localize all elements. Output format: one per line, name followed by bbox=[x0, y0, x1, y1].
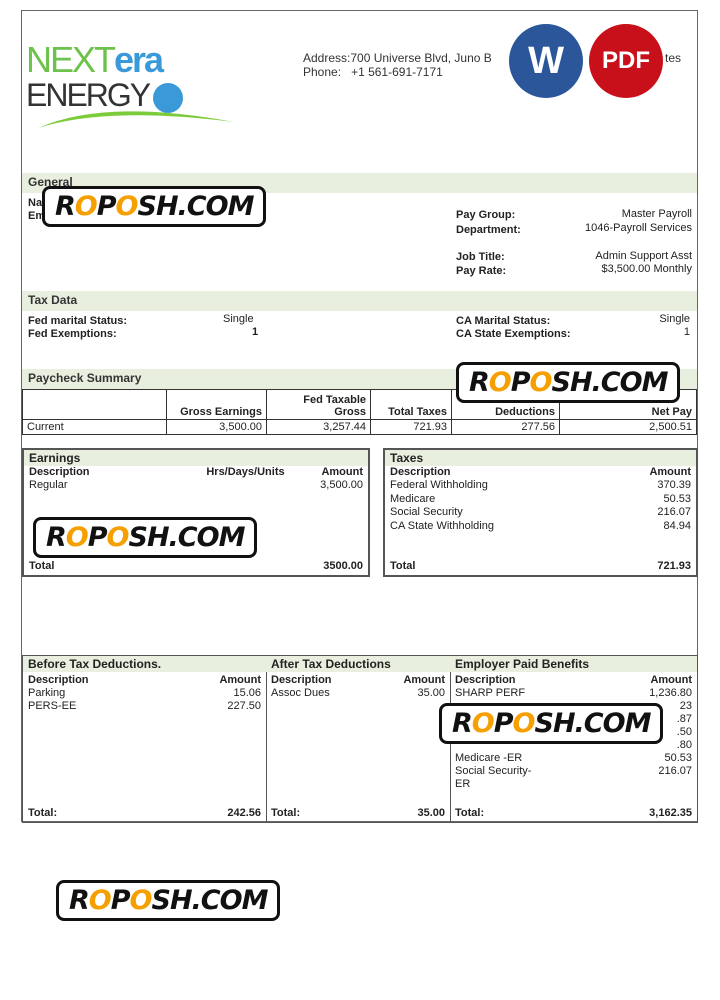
tax-data-section-header: Tax Data bbox=[22, 291, 697, 311]
watermark: ROPOSH.COM bbox=[439, 703, 664, 744]
list-item: Medicare -ER 50.53 bbox=[455, 752, 692, 764]
watermark: ROPOSH.COM bbox=[33, 517, 258, 558]
pdf-download-button[interactable]: PDF bbox=[589, 24, 663, 98]
word-download-button[interactable]: W bbox=[509, 24, 583, 98]
list-item: .80 bbox=[676, 739, 692, 751]
company-phone: Phone: +1 561-691-7171 bbox=[303, 65, 443, 79]
list-item: Social Security-ER 216.07 bbox=[455, 765, 692, 790]
before-tax-column: Before Tax Deductions. Description Amount P… bbox=[23, 656, 266, 822]
taxes-box: Taxes Description Amount Federal Withhold… bbox=[383, 448, 698, 577]
list-item: .50 bbox=[676, 726, 692, 738]
list-item: CA State Withholding 84.94 bbox=[390, 519, 691, 532]
paystub-page bbox=[21, 10, 698, 822]
watermark: ROPOSH.COM bbox=[456, 362, 681, 403]
company-address: Address:700 Universe Blvd, Juno B bbox=[303, 51, 492, 65]
list-item: Assoc Dues 35.00 bbox=[271, 687, 445, 699]
list-item: Medicare 50.53 bbox=[390, 492, 691, 505]
list-item: Parking 15.06 bbox=[28, 687, 261, 699]
list-item: Social Security 216.07 bbox=[390, 506, 691, 518]
list-item: SHARP PERF 1,236.80 bbox=[455, 687, 692, 699]
after-tax-column: After Tax Deductions Description Amount Ass… bbox=[266, 656, 450, 822]
list-item: Regular 3,500.00 bbox=[29, 479, 363, 491]
watermark: ROPOSH.COM bbox=[56, 880, 281, 921]
employer-column: Employer Paid Benefits Description Amount S… bbox=[450, 656, 697, 822]
list-item: Federal Withholding 370.39 bbox=[390, 479, 691, 491]
company-logo: NEXTera ENERGY bbox=[26, 42, 236, 142]
list-item: 23 bbox=[679, 700, 692, 712]
earnings-box: Earnings Description Hrs/Days/Units Amount… bbox=[22, 448, 370, 577]
watermark: ROPOSH.COM bbox=[42, 186, 267, 227]
paycheck-summary-table: Gross Earnings Fed Taxable Gross Total Tax… bbox=[22, 389, 697, 435]
table-row: Current 3,500.00 3,257.44 721.93 277.56 2,500… bbox=[22, 419, 697, 435]
list-item: .87 bbox=[676, 713, 692, 725]
list-item: PERS-EE 227.50 bbox=[28, 700, 261, 712]
deductions-box: Before Tax Deductions. Description Amount P… bbox=[22, 655, 698, 823]
